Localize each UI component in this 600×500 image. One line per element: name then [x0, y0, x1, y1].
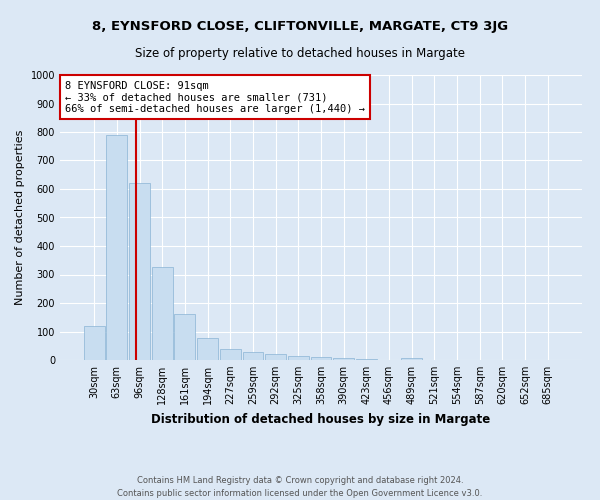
Bar	[197, 338, 218, 360]
Bar	[333, 358, 354, 360]
X-axis label: Distribution of detached houses by size in Margate: Distribution of detached houses by size …	[151, 412, 491, 426]
Bar	[288, 356, 309, 360]
Bar	[106, 135, 127, 360]
Bar	[175, 314, 196, 360]
Bar	[401, 358, 422, 360]
Text: Contains HM Land Registry data © Crown copyright and database right 2024.: Contains HM Land Registry data © Crown c…	[137, 476, 463, 485]
Text: 8, EYNSFORD CLOSE, CLIFTONVILLE, MARGATE, CT9 3JG: 8, EYNSFORD CLOSE, CLIFTONVILLE, MARGATE…	[92, 20, 508, 33]
Y-axis label: Number of detached properties: Number of detached properties	[15, 130, 25, 305]
Bar	[311, 356, 331, 360]
Bar	[242, 352, 263, 360]
Text: Contains public sector information licensed under the Open Government Licence v3: Contains public sector information licen…	[118, 488, 482, 498]
Text: 8 EYNSFORD CLOSE: 91sqm
← 33% of detached houses are smaller (731)
66% of semi-d: 8 EYNSFORD CLOSE: 91sqm ← 33% of detache…	[65, 80, 365, 114]
Bar	[265, 354, 286, 360]
Bar	[220, 349, 241, 360]
Bar	[356, 358, 377, 360]
Bar	[129, 184, 150, 360]
Text: Size of property relative to detached houses in Margate: Size of property relative to detached ho…	[135, 48, 465, 60]
Bar	[84, 326, 104, 360]
Bar	[152, 268, 173, 360]
